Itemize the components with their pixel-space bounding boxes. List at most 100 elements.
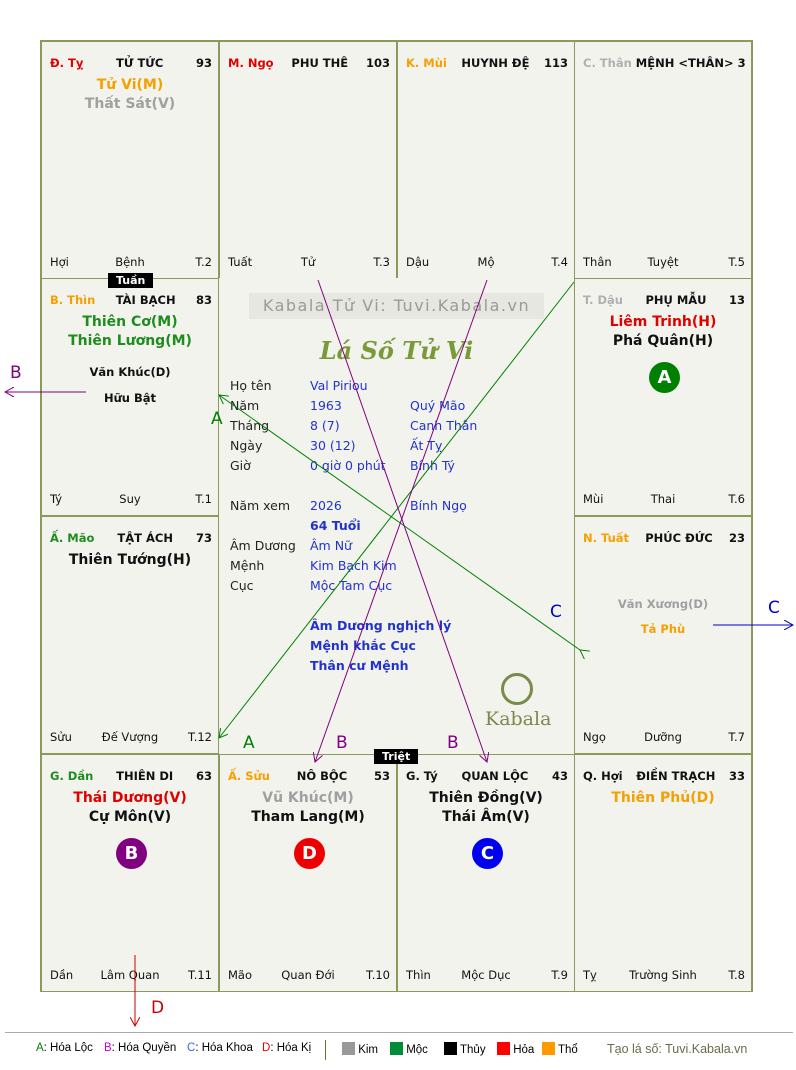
palace-11[interactable]: G. Tý QUAN LỘC 43 Thiên Đồng(V) Thái Âm(V)…: [397, 754, 575, 992]
main-star: Thiên Cơ(M): [82, 314, 178, 330]
legend-text: : Hóa Lộc: [43, 1042, 93, 1054]
palace-9[interactable]: G. Dần THIÊN DI 63 Thái Dương(V) Cự Môn(V)…: [41, 754, 219, 992]
legend-key: C: [187, 1042, 196, 1054]
main-star: Thái Âm(V): [442, 809, 530, 825]
info-label: Âm Dương: [230, 538, 296, 553]
palace-stem-branch: C. Thân: [583, 56, 632, 70]
palace-name: MỆNH <THÂN>: [635, 56, 734, 70]
footer-term: T.5: [728, 255, 745, 269]
element-color-swatch: [444, 1042, 457, 1055]
palace-stem-branch: M. Ngọ: [228, 56, 274, 70]
arrow-label-b: B: [447, 733, 459, 753]
legend-key: A: [36, 1042, 44, 1054]
palace-age: 73: [195, 531, 212, 545]
palace-age: 23: [728, 531, 745, 545]
palace-header: K. Mùi HUYNH ĐỆ 113: [406, 55, 568, 71]
footer-branch: Ngọ: [583, 730, 606, 744]
palace-stem-branch: Ấ. Sửu: [228, 769, 270, 783]
element-color-swatch: [390, 1042, 403, 1055]
palace-footer: Thìn Mộc Dục T.9: [398, 968, 574, 983]
main-stars: Thiên Phủ(D): [575, 789, 751, 808]
credit-link[interactable]: Tạo lá số: Tuvi.Kabala.vn: [607, 1042, 748, 1056]
site-banner: Kabala Tử Vi: Tuvi.Kabala.vn: [249, 293, 544, 319]
tuan-tag: Tuần: [108, 273, 154, 288]
palace-stem-branch: T. Dậu: [583, 293, 623, 307]
footer-term: T.3: [373, 255, 390, 269]
info-value: 1963: [310, 398, 342, 413]
footer-branch: Thìn: [406, 968, 431, 982]
footer-term: T.4: [551, 255, 568, 269]
legend-element: Hỏa: [497, 1042, 534, 1056]
palace-footer: Mùi Thai T.6: [575, 492, 751, 507]
footer-branch: Sửu: [50, 730, 72, 744]
palace-footer: Mão Quan Đới T.10: [220, 968, 396, 983]
minor-star: Hữu Bật: [103, 391, 157, 405]
palace-5[interactable]: B. Thìn TÀI BẠCH 83 Thiên Cơ(M) Thiên Lươn…: [41, 278, 219, 516]
palace-8[interactable]: N. Tuất PHÚC ĐỨC 23 Văn Xương(D) Tả Phù Ng…: [574, 516, 752, 754]
palace-header: Đ. Tỵ TỬ TỨC 93: [50, 55, 212, 71]
arrow-label-a: A: [211, 409, 223, 429]
info-label: Giờ: [230, 458, 251, 473]
palace-name: QUAN LỘC: [461, 769, 529, 783]
main-star: Thiên Phủ(D): [611, 790, 715, 806]
palace-name: ĐIỀN TRẠCH: [636, 769, 716, 783]
footer-stage: Dưỡng: [644, 730, 682, 744]
footer-branch: Dậu: [406, 255, 430, 269]
chart-title: Lá Số Tử Vi: [319, 336, 474, 365]
legend-hoa-d: D: Hóa Kị: [262, 1042, 311, 1054]
legend-element: Mộc: [390, 1042, 428, 1056]
footer-stage: Mộc Dục: [461, 968, 511, 982]
legend-element: Thổ: [542, 1042, 578, 1056]
legend-hoa-a: A: Hóa Lộc: [36, 1042, 93, 1054]
minor-star: Văn Khúc(D): [89, 365, 171, 379]
palace-10[interactable]: Ấ. Sửu NÔ BỘC 53 Vũ Khúc(M) Tham Lang(M) D …: [219, 754, 397, 992]
info-label: Năm: [230, 398, 260, 413]
footer-term: T.10: [366, 968, 390, 982]
palace-age: 13: [728, 293, 745, 307]
palace-name: PHỤ MẪU: [645, 293, 707, 307]
palace-footer: Dần Lâm Quan T.11: [42, 968, 218, 983]
palace-6[interactable]: T. Dậu PHỤ MẪU 13 Liêm Trinh(H) Phá Quân(H…: [574, 278, 752, 516]
arrow-label-b: B: [10, 363, 22, 383]
footer-branch: Tuất: [228, 255, 253, 269]
main-stars: Liêm Trinh(H) Phá Quân(H): [575, 313, 751, 351]
palace-footer: Ngọ Dưỡng T.7: [575, 730, 751, 745]
main-star: Cự Môn(V): [88, 809, 172, 825]
element-label: Thổ: [558, 1044, 578, 1056]
arrow-label-c: C: [550, 602, 562, 622]
info-label: Ngày: [230, 438, 263, 453]
info-value: 30 (12): [310, 438, 356, 453]
arrow-label-c: C: [768, 598, 780, 618]
legend-key: B: [104, 1042, 112, 1054]
palace-header: B. Thìn TÀI BẠCH 83: [50, 292, 212, 308]
palace-age: 53: [373, 769, 390, 783]
info-value: 2026: [310, 498, 342, 513]
info-canchi: Ất Tỵ: [410, 438, 443, 453]
palace-stem-branch: K. Mùi: [406, 56, 447, 70]
palace-7[interactable]: Ấ. Mão TẬT ÁCH 73 Thiên Tướng(H) Sửu Đế V…: [41, 516, 219, 754]
hoa-badge-a: A: [649, 362, 680, 393]
palace-2[interactable]: M. Ngọ PHU THÊ 103 Tuất Tử T.3: [219, 41, 397, 279]
footer-stage: Lâm Quan: [100, 968, 160, 982]
info-value: Mộc Tam Cục: [310, 578, 393, 593]
legend-text: : Hóa Khoa: [195, 1042, 253, 1054]
palace-1[interactable]: Đ. Tỵ TỬ TỨC 93 Tử Vi(M) Thất Sát(V) Hợi B…: [41, 41, 219, 279]
palace-header: G. Dần THIÊN DI 63: [50, 768, 212, 784]
palace-3[interactable]: K. Mùi HUYNH ĐỆ 113 Dậu Mộ T.4: [397, 41, 575, 279]
palace-name: TÀI BẠCH: [115, 293, 176, 307]
palace-header: Q. Hợi ĐIỀN TRẠCH 33: [583, 768, 745, 784]
center-info-panel: Kabala Tử Vi: Tuvi.Kabala.vn Lá Số Tử Vi…: [219, 278, 574, 754]
info-value: Kim Bạch Kim: [310, 558, 397, 573]
info-note: Thân cư Mệnh: [310, 658, 409, 673]
info-canchi: Canh Thân: [410, 418, 478, 433]
info-value: Âm Nữ: [310, 538, 352, 553]
palace-4[interactable]: C. Thân MỆNH <THÂN> 3 Thân Tuyệt T.5: [574, 41, 752, 279]
info-label: Tháng: [230, 418, 270, 433]
footer-branch: Thân: [583, 255, 612, 269]
arrow-label-b: B: [336, 733, 348, 753]
palace-12[interactable]: Q. Hợi ĐIỀN TRẠCH 33 Thiên Phủ(D) Tỵ Trườ…: [574, 754, 752, 992]
footer-stage: Tuyệt: [647, 255, 679, 269]
main-stars: Thiên Đồng(V) Thái Âm(V): [398, 789, 574, 827]
footer-term: T.1: [195, 492, 212, 506]
footer-branch: Hợi: [50, 255, 69, 269]
